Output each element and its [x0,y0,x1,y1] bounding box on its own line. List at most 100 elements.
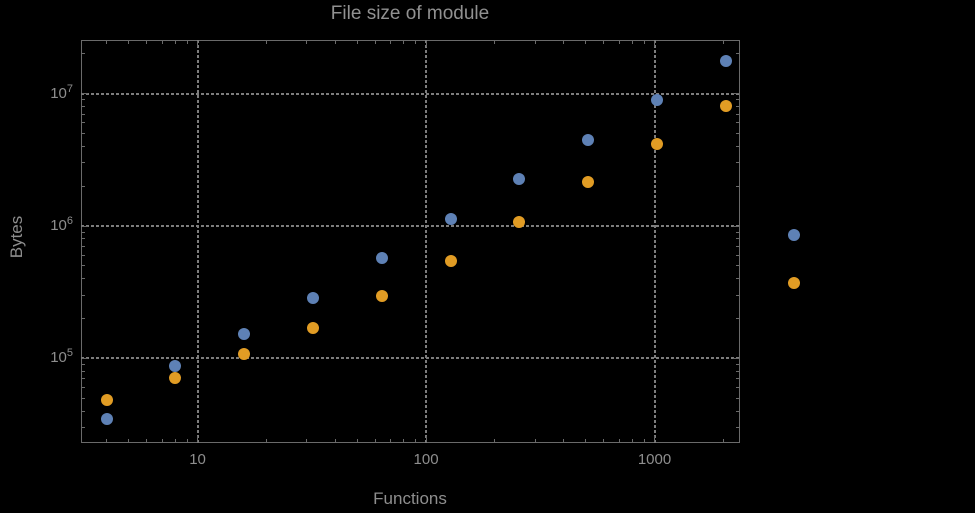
y-axis-tick [82,93,88,95]
x-axis-tick [374,439,376,442]
x-axis-tick-top [161,41,163,44]
x-axis-tick-top [265,41,267,44]
x-axis-tick [334,439,336,442]
blue-data-point [375,252,388,265]
y-axis-tick-right [736,318,739,320]
y-axis-tick-right [736,162,739,164]
y-axis-tick-right [736,231,739,233]
x-axis-label: Functions [373,489,447,508]
x-axis-tick-top [106,41,108,44]
x-axis-tick-top [534,41,536,44]
x-axis-tick [186,439,188,442]
x-axis-tick-top [306,41,308,44]
y-axis-tick [82,132,85,134]
blue-data-point [719,55,732,68]
y-axis-tick [82,53,85,55]
orange-data-point [375,290,388,303]
x-axis-tick-top [415,41,417,44]
y-tick-label: 107 [50,82,73,102]
plot-frame [81,40,740,443]
blue-data-point [238,328,251,340]
x-axis-tick [390,439,392,442]
vertical-gridline [425,40,428,443]
y-axis-tick-right [736,294,739,296]
y-axis-tick-right [736,370,739,372]
y-axis-tick [82,162,85,164]
x-tick-label: 1000 [637,451,672,468]
y-axis-tick-right [736,378,739,380]
x-axis-tick-top [722,41,724,44]
x-axis-tick-top [197,41,199,47]
orange-data-point [582,175,595,188]
x-axis-tick-top [631,41,633,44]
y-axis-tick-right [736,105,739,107]
x-axis-tick-top [425,41,427,47]
x-axis-tick [197,436,199,442]
x-axis-tick [403,439,405,442]
y-axis-tick [82,387,85,389]
x-axis-tick [356,439,358,442]
y-axis-tick [82,318,85,320]
x-axis-tick-top [174,41,176,44]
horizontal-gridline [81,92,740,95]
y-axis-tick [82,225,88,227]
y-axis-tick [82,185,85,187]
orange-data-point [719,99,732,112]
orange-data-point [100,393,113,406]
y-axis-tick-right [733,357,739,359]
orange-data-point [513,216,526,229]
x-axis-tick [494,439,496,442]
x-axis-tick-top [128,41,130,44]
y-axis-tick-right [736,427,739,429]
y-axis-tick-right [736,397,739,399]
y-axis-tick [82,265,85,267]
orange-data-point [444,254,457,267]
y-axis-tick [82,113,85,115]
y-axis-tick [82,122,85,124]
y-axis-tick-right [736,410,739,412]
horizontal-gridline [81,357,740,360]
y-axis-tick [82,410,85,412]
y-axis-tick-right [736,99,739,101]
y-axis-tick [82,357,88,359]
y-axis-tick [82,145,85,147]
chart-title: File size of module [330,3,490,24]
y-axis-tick-right [736,122,739,124]
x-axis-tick-top [643,41,645,44]
x-axis-tick-top [603,41,605,44]
y-axis-tick-right [736,113,739,115]
blue-data-point [650,94,663,107]
blue-data-point [444,212,457,225]
orange-data-point [169,372,182,385]
x-axis-tick [722,439,724,442]
y-axis-tick-right [736,238,739,240]
blue-data-point [306,292,319,305]
y-axis-tick-right [736,254,739,256]
x-axis-tick [534,439,536,442]
y-axis-tick [82,254,85,256]
y-axis-tick-right [736,278,739,280]
y-axis-tick [82,238,85,240]
horizontal-gridline [81,225,740,227]
y-axis-tick [82,99,85,101]
x-axis-tick-top [618,41,620,44]
orange-data-point [788,276,801,289]
x-axis-tick [654,436,656,442]
y-axis-tick [82,364,85,366]
x-axis-tick-top [403,41,405,44]
x-axis-tick [106,439,108,442]
blue-data-point [169,359,182,372]
y-tick-label: 105 [50,347,73,367]
y-axis-tick [82,231,85,233]
x-axis-tick-top [654,41,656,47]
y-axis-tick [82,246,85,248]
x-axis-tick [563,439,565,442]
y-axis-tick-right [733,93,739,95]
x-axis-tick [631,439,633,442]
x-axis-tick [415,439,417,442]
x-axis-tick [643,439,645,442]
blue-data-point [100,412,113,425]
x-axis-tick-top [334,41,336,44]
x-axis-tick-top [390,41,392,44]
y-axis-tick [82,378,85,380]
